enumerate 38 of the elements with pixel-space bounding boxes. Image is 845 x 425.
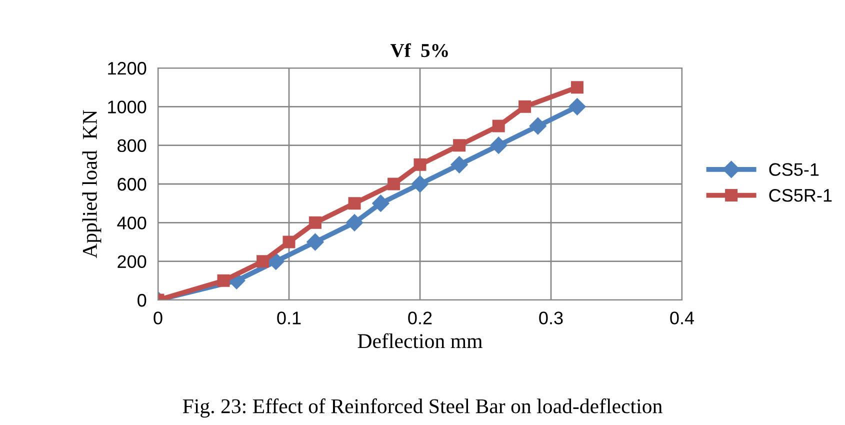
x-tick-label: 0.1 [277,312,301,324]
y-tick-label: 400 [117,216,146,230]
x-tick-label: 0.4 [670,312,694,324]
y-tick-label: 0 [138,294,146,307]
point [308,216,322,229]
legend-label: CS5-1 [769,163,819,176]
y-tick-label: 800 [118,139,146,152]
point [346,214,364,232]
point [388,178,400,190]
legend-label: CS5R-1 [769,188,832,202]
point [568,98,586,116]
point [372,194,390,212]
chart-title: Vf 5% [390,43,448,58]
point [450,156,468,174]
y-axis-title: Applied load KN [82,110,102,258]
point [217,274,230,287]
point [282,236,296,248]
y-tick-label: 1200 [108,62,146,75]
y-tick-label: 200 [118,255,146,268]
x-tick-label: 0.2 [408,312,432,324]
point [529,117,546,135]
point [492,120,505,132]
y-tick-label: 1000 [108,100,146,114]
point [518,100,532,113]
point [256,255,270,268]
point [414,158,426,171]
point [453,139,466,152]
point [570,81,584,94]
point [411,175,429,193]
point [490,136,508,154]
point [306,233,324,251]
x-axis-title: Deflection mm [358,333,482,348]
point [348,197,361,210]
x-tick-label: 0.3 [539,312,563,324]
point [267,252,284,270]
y-tick-label: 600 [118,178,146,191]
caption: Fig. 23: Effect of Reinforced Steel Bar on load-deflection [182,398,662,418]
x-tick-label: 0 [154,312,162,324]
